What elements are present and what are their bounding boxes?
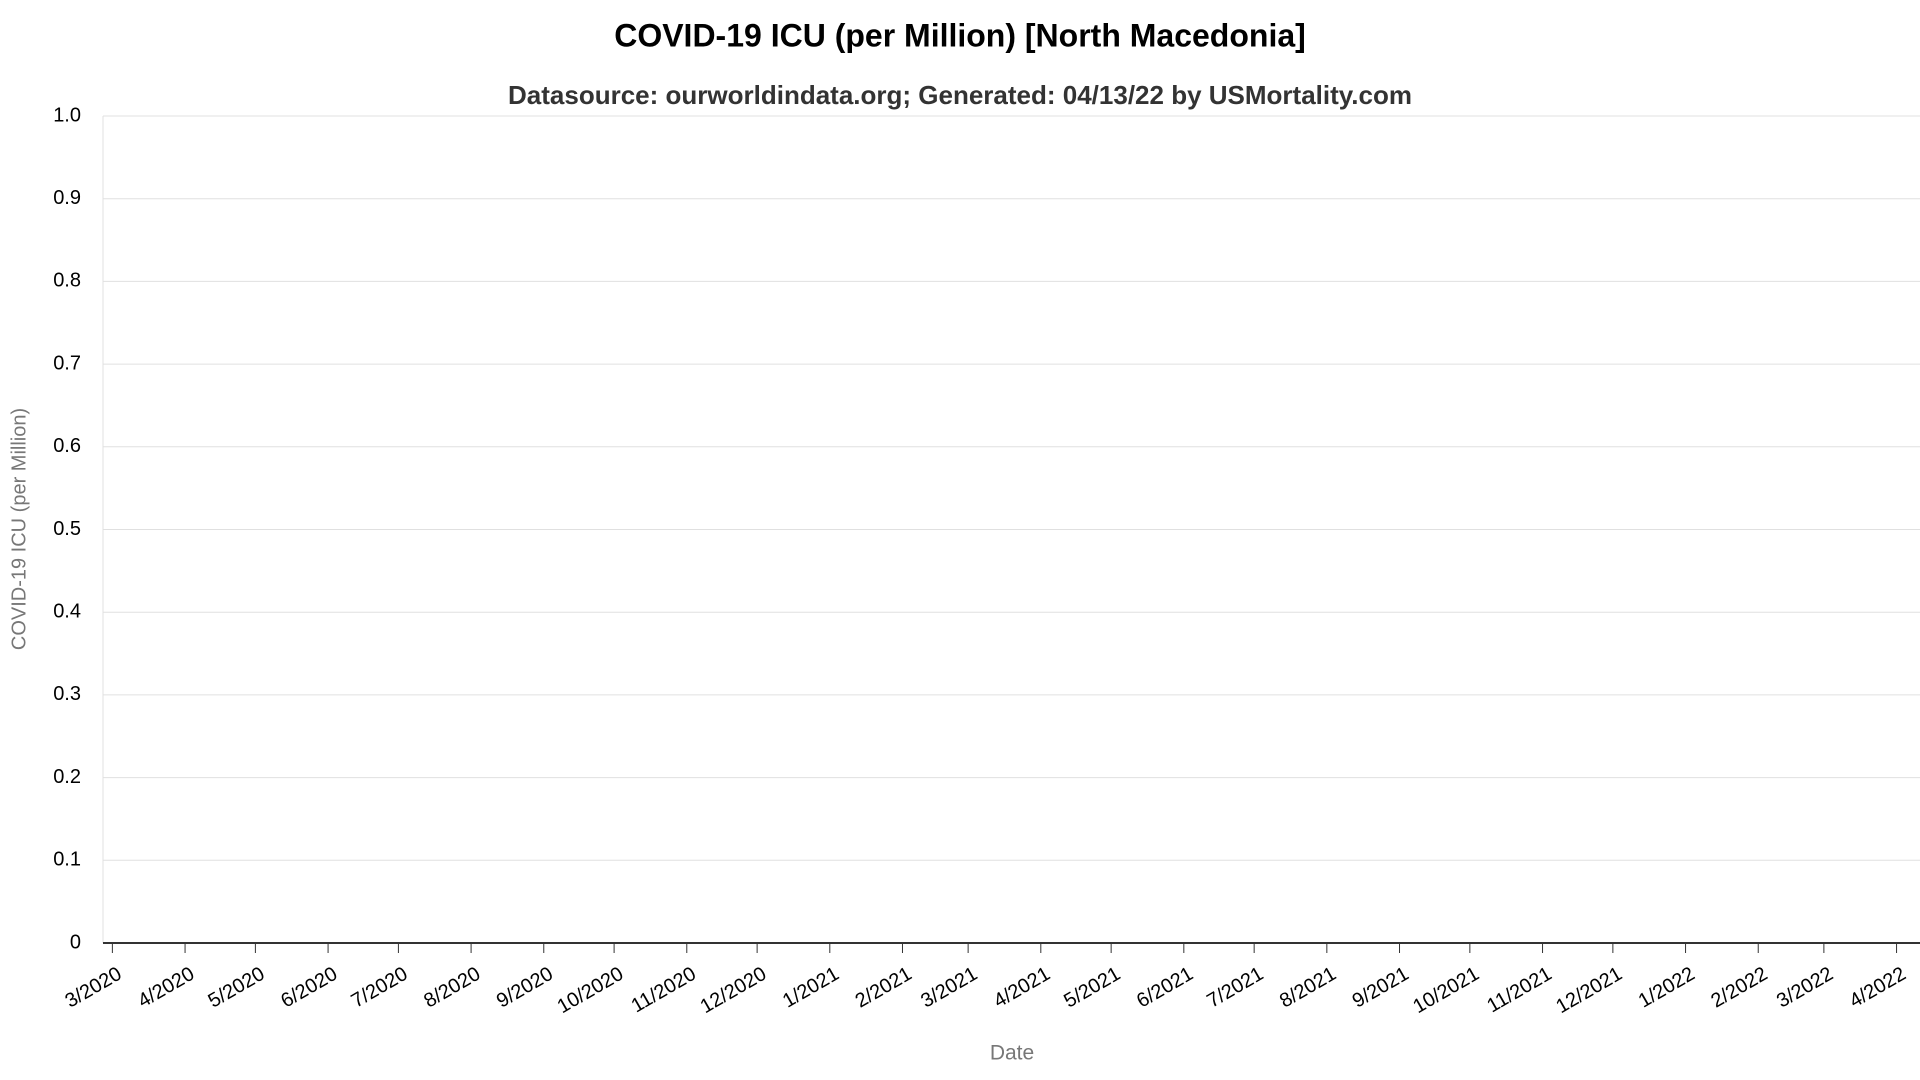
x-tick-label: 5/2020	[205, 963, 269, 1013]
y-tick-label: 0	[70, 931, 81, 953]
y-tick-label: 0.8	[53, 270, 81, 292]
x-tick-label: 7/2021	[1203, 963, 1267, 1013]
x-axis-title: Date	[990, 1042, 1034, 1065]
x-tick-label: 1/2021	[779, 963, 843, 1013]
x-tick-label: 6/2020	[277, 963, 341, 1013]
x-tick-label: 3/2021	[917, 963, 981, 1013]
x-tick-label: 2/2022	[1707, 963, 1771, 1013]
x-tick-label: 4/2020	[134, 963, 198, 1013]
x-tick-label: 9/2021	[1349, 963, 1413, 1013]
y-tick-label: 0.7	[53, 352, 81, 374]
y-tick-label: 0.4	[53, 600, 81, 622]
x-tick-label: 4/2021	[990, 963, 1054, 1013]
x-tick-label: 8/2020	[420, 963, 484, 1013]
x-tick-label: 12/2020	[697, 963, 771, 1018]
x-tick-label: 12/2021	[1552, 963, 1626, 1018]
y-tick-label: 0.2	[53, 766, 81, 788]
y-tick-label: 0.1	[53, 849, 81, 871]
y-tick-label: 1.0	[53, 104, 81, 126]
y-axis-title: COVID-19 ICU (per Million)	[8, 408, 30, 650]
x-tick-label: 11/2021	[1483, 963, 1555, 1017]
x-tick-label: 10/2021	[1409, 963, 1483, 1018]
chart-subtitle: Datasource: ourworldindata.org; Generate…	[508, 80, 1412, 110]
chart-title: COVID-19 ICU (per Million) [North Macedo…	[614, 17, 1306, 53]
x-tick-label: 1/2022	[1635, 963, 1699, 1013]
x-tick-label: 8/2021	[1276, 963, 1340, 1013]
x-tick-label: 11/2020	[628, 963, 700, 1017]
x-tick-label: 3/2022	[1773, 963, 1837, 1013]
x-tick-label: 9/2020	[493, 963, 557, 1013]
y-tick-label: 0.9	[53, 187, 81, 209]
x-tick-label: 3/2020	[62, 963, 126, 1013]
x-tick-label: 5/2021	[1060, 963, 1124, 1013]
x-tick-label: 10/2020	[554, 963, 628, 1018]
y-tick-label: 0.3	[53, 683, 81, 705]
x-tick-label: 7/2020	[348, 963, 412, 1013]
y-tick-label: 0.5	[53, 518, 81, 540]
x-tick-label: 4/2022	[1846, 963, 1910, 1013]
y-tick-label: 0.6	[53, 435, 81, 457]
x-tick-label: 2/2021	[852, 963, 916, 1013]
x-tick-label: 6/2021	[1133, 963, 1197, 1013]
